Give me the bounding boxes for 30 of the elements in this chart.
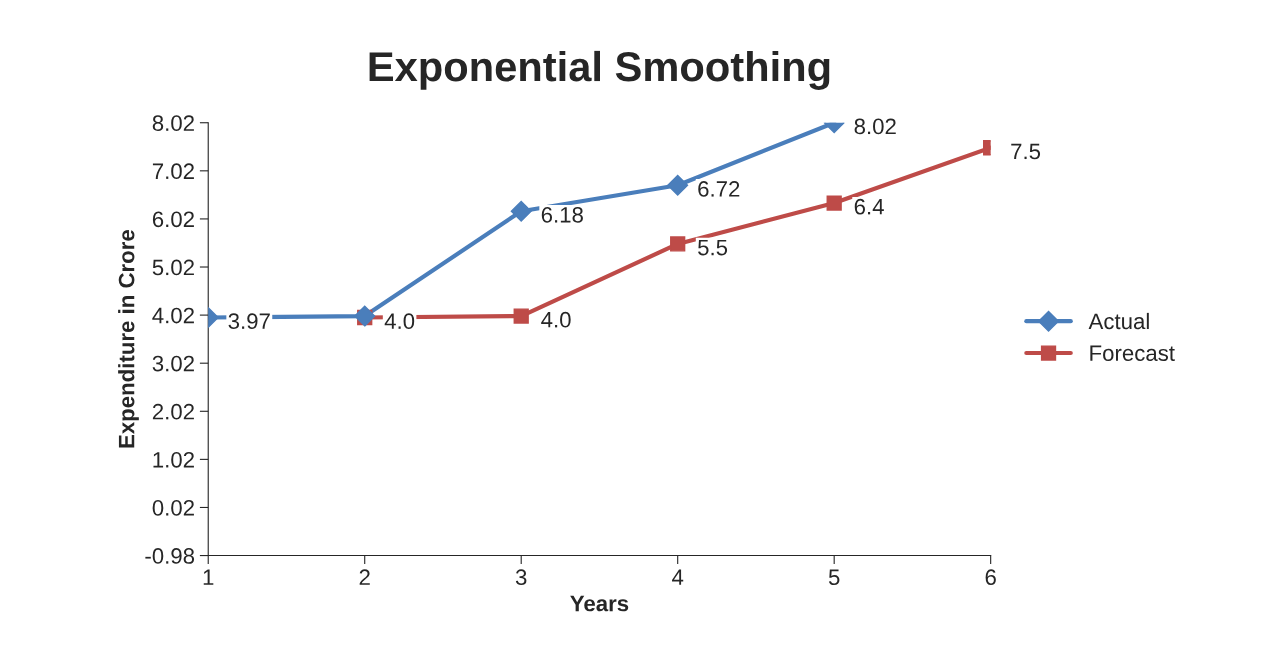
y-tick-label: 4.02 [152,307,194,324]
y-tick-label: 1.02 [153,451,194,468]
y-tick-label: 0.02 [152,500,194,516]
chart-title: Exponential Smoothing [369,50,830,90]
x-axis-title: Years [570,595,629,612]
y-tick-label: -0.98 [145,548,195,564]
data-label: 6.18 [541,207,583,223]
x-tick-label: 3 [515,569,527,586]
x-tick-label: 1 [203,569,214,585]
x-tick-label: 4 [672,569,684,585]
legend-label: Actual [1088,312,1149,330]
data-label: 4.0 [541,311,571,328]
data-label: 5.5 [698,239,728,256]
data-label: 6.72 [698,181,740,197]
data-label: 6.4 [854,198,884,215]
data-label: 8.02 [854,118,896,135]
y-tick-label: 8.02 [152,115,194,132]
data-label: 4.0 [384,313,415,330]
y-tick-label: 3.02 [152,355,194,372]
legend-label: Forecast [1090,345,1175,362]
y-tick-label: 5.02 [152,259,194,276]
y-tick-label: 2.02 [152,403,194,420]
x-tick-label: 2 [359,569,370,585]
y-axis-title: Expenditure in Crore [118,230,139,448]
y-tick-label: 7.02 [152,163,194,180]
y-tick-label: 6.02 [152,211,194,228]
x-tick-label: 6 [985,569,996,586]
x-tick-label: 5 [828,569,840,586]
data-label: 3.97 [228,313,270,330]
data-label: 7.5 [1011,143,1041,160]
